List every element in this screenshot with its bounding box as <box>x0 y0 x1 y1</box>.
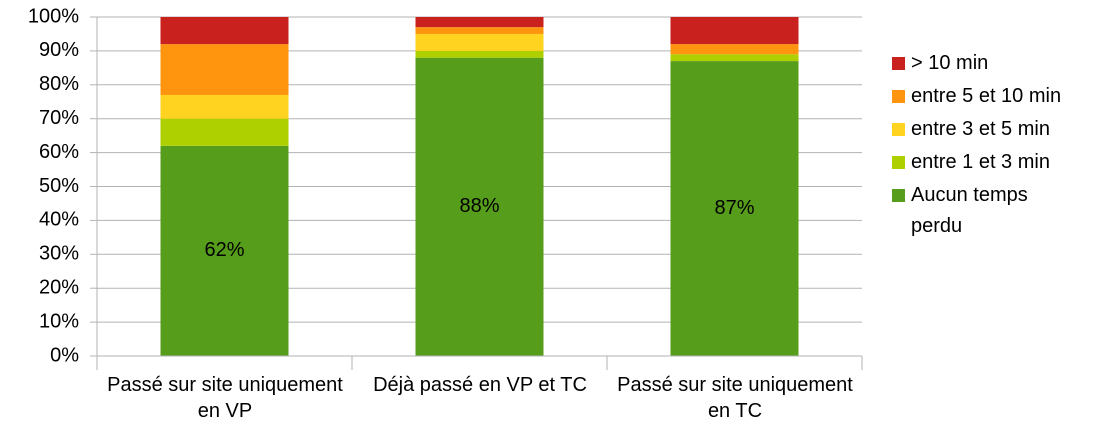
y-tick-label: 100% <box>28 5 79 27</box>
y-tick-label: 50% <box>39 175 79 197</box>
legend-swatch <box>892 123 905 136</box>
bar-segment <box>415 27 544 34</box>
y-tick-label: 40% <box>39 209 79 231</box>
bar-segment <box>160 94 289 119</box>
bar-segment <box>160 44 289 95</box>
legend-item: Aucun temps perdu <box>892 180 1082 242</box>
y-tick-label: 0% <box>50 344 79 366</box>
data-label: 88% <box>459 195 499 217</box>
legend: > 10 min entre 5 et 10 min entre 3 et 5 mi… <box>892 48 1082 244</box>
legend-label: entre 1 et 3 min <box>911 151 1050 173</box>
bar-segment <box>415 33 544 51</box>
bar-segment <box>670 61 799 356</box>
legend-swatch <box>892 90 905 103</box>
bar-segment <box>160 118 289 146</box>
bar-segment <box>160 17 289 45</box>
legend-item: > 10 min <box>892 48 1082 79</box>
bar-segment <box>415 17 544 28</box>
data-label: 87% <box>714 197 754 219</box>
legend-label: > 10 min <box>911 52 989 74</box>
bar-segment <box>415 50 544 58</box>
legend-item: entre 3 et 5 min <box>892 114 1082 145</box>
y-tick-label: 60% <box>39 141 79 163</box>
y-tick-label: 30% <box>39 243 79 265</box>
legend-item: entre 5 et 10 min <box>892 81 1082 112</box>
y-tick-label: 20% <box>39 276 79 298</box>
bar-segment <box>670 44 799 55</box>
data-label: 62% <box>204 239 244 261</box>
x-tick-label: Passé sur site uniquement en TC <box>617 374 853 422</box>
y-tick-label: 90% <box>39 39 79 61</box>
y-tick-label: 70% <box>39 107 79 129</box>
legend-swatch <box>892 57 905 70</box>
bar-segment <box>415 57 544 357</box>
legend-label: entre 5 et 10 min <box>911 85 1062 107</box>
bar-segment <box>160 145 289 356</box>
bar-segment <box>670 17 799 45</box>
legend-label: entre 3 et 5 min <box>911 118 1050 140</box>
x-tick-label: Passé sur site uniquement en VP <box>107 374 343 422</box>
bar-segment <box>670 54 799 62</box>
legend-item: entre 1 et 3 min <box>892 147 1082 178</box>
y-tick-label: 10% <box>39 310 79 332</box>
legend-label: Aucun temps perdu <box>911 184 1028 237</box>
legend-swatch <box>892 156 905 169</box>
y-tick-label: 80% <box>39 73 79 95</box>
x-tick-label: Déjà passé en VP et TC <box>373 374 587 396</box>
legend-swatch <box>892 189 905 202</box>
